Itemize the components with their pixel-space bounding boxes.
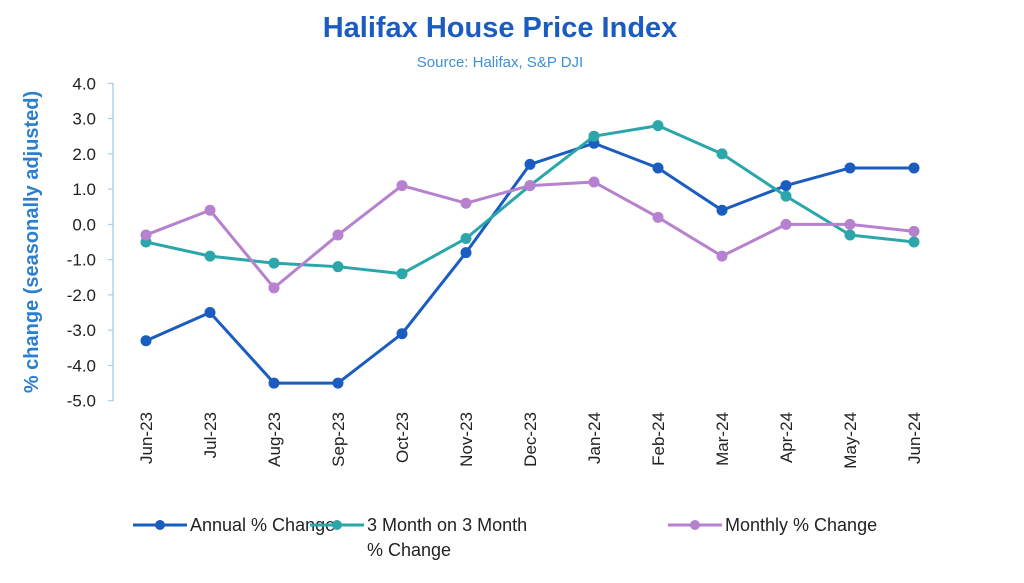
data-point: [844, 218, 856, 230]
x-tick-label: Aug-23: [265, 412, 284, 467]
data-point: [716, 204, 728, 216]
data-point: [268, 257, 280, 269]
chart-subtitle: Source: Halifax, S&P DJI: [417, 54, 583, 71]
data-point: [140, 229, 152, 241]
y-tick-label: -4.0: [67, 356, 96, 375]
data-point: [908, 225, 920, 237]
legend: Annual % Change 3 Month on 3 Month % Chang…: [133, 515, 877, 560]
data-point: [652, 162, 664, 174]
data-point: [204, 307, 216, 319]
x-tick-label: Jul-23: [201, 412, 220, 458]
series-line: [145, 124, 915, 276]
legend-item: Annual % Change: [133, 515, 335, 535]
series-line: [145, 180, 915, 290]
data-point: [908, 236, 920, 248]
x-tick-label: Jan-24: [585, 412, 604, 464]
legend-label: % Change: [367, 540, 451, 560]
legend-item: Monthly % Change: [668, 515, 877, 535]
x-tick-label: May-24: [841, 412, 860, 469]
legend-label: Annual % Change: [190, 515, 335, 535]
data-point: [716, 148, 728, 160]
chart-title: Halifax House Price Index: [323, 12, 678, 44]
x-ticks: Jun-23 Jul-23 Aug-23 Sep-23 Oct-23 Nov-23 Dec-…: [137, 412, 924, 469]
data-point: [780, 180, 792, 192]
legend-marker: [155, 520, 165, 530]
y-tick-label: -3.0: [67, 321, 96, 340]
y-tick-label: 1.0: [72, 180, 96, 199]
series-lines: [140, 120, 920, 389]
data-point: [844, 162, 856, 174]
series-1: [140, 120, 920, 280]
legend-marker: [690, 520, 700, 530]
y-tick-label: -2.0: [67, 286, 96, 305]
data-point: [396, 180, 408, 192]
data-point: [524, 158, 536, 170]
x-tick-label: Nov-23: [457, 412, 476, 467]
data-point: [204, 204, 216, 216]
data-point: [460, 232, 472, 244]
data-point: [460, 247, 472, 259]
data-point: [396, 268, 408, 280]
legend-item: 3 Month on 3 Month % Change: [310, 515, 527, 560]
data-point: [716, 250, 728, 262]
series-2: [140, 176, 920, 294]
x-tick-label: Dec-23: [521, 412, 540, 467]
data-point: [780, 190, 792, 202]
x-tick-label: Apr-24: [777, 412, 796, 463]
data-point: [140, 335, 152, 347]
y-tick-label: -5.0: [67, 392, 96, 411]
y-ticks: 4.0 3.0 2.0 1.0 0.0 -1.0 -2.0 -3.0 -4.0 -5.0: [67, 74, 113, 411]
y-tick-label: 4.0: [72, 74, 96, 93]
x-tick-label: Sep-23: [329, 412, 348, 467]
data-point: [268, 377, 280, 389]
data-point: [908, 162, 920, 174]
series-0: [140, 137, 920, 389]
data-point: [396, 328, 408, 340]
data-point: [844, 229, 856, 241]
data-point: [588, 176, 600, 188]
x-tick-label: Jun-24: [905, 412, 924, 464]
data-point: [652, 120, 664, 132]
data-point: [204, 250, 216, 262]
data-point: [524, 180, 536, 192]
data-point: [332, 377, 344, 389]
x-tick-label: Feb-24: [649, 412, 668, 466]
y-tick-label: 0.0: [72, 215, 96, 234]
data-point: [332, 229, 344, 241]
data-point: [652, 211, 664, 223]
y-tick-label: 2.0: [72, 145, 96, 164]
legend-label: 3 Month on 3 Month: [367, 515, 527, 535]
x-tick-label: Oct-23: [393, 412, 412, 463]
data-point: [268, 282, 280, 294]
y-axis-label: % change (seasonally adjusted): [21, 91, 43, 393]
legend-label: Monthly % Change: [725, 515, 877, 535]
data-point: [332, 261, 344, 273]
data-point: [588, 130, 600, 142]
y-tick-label: 3.0: [72, 110, 96, 129]
data-point: [460, 197, 472, 209]
x-tick-label: Jun-23: [137, 412, 156, 464]
legend-marker: [332, 520, 342, 530]
y-tick-label: -1.0: [67, 251, 96, 270]
x-tick-label: Mar-24: [713, 412, 732, 466]
data-point: [780, 218, 792, 230]
